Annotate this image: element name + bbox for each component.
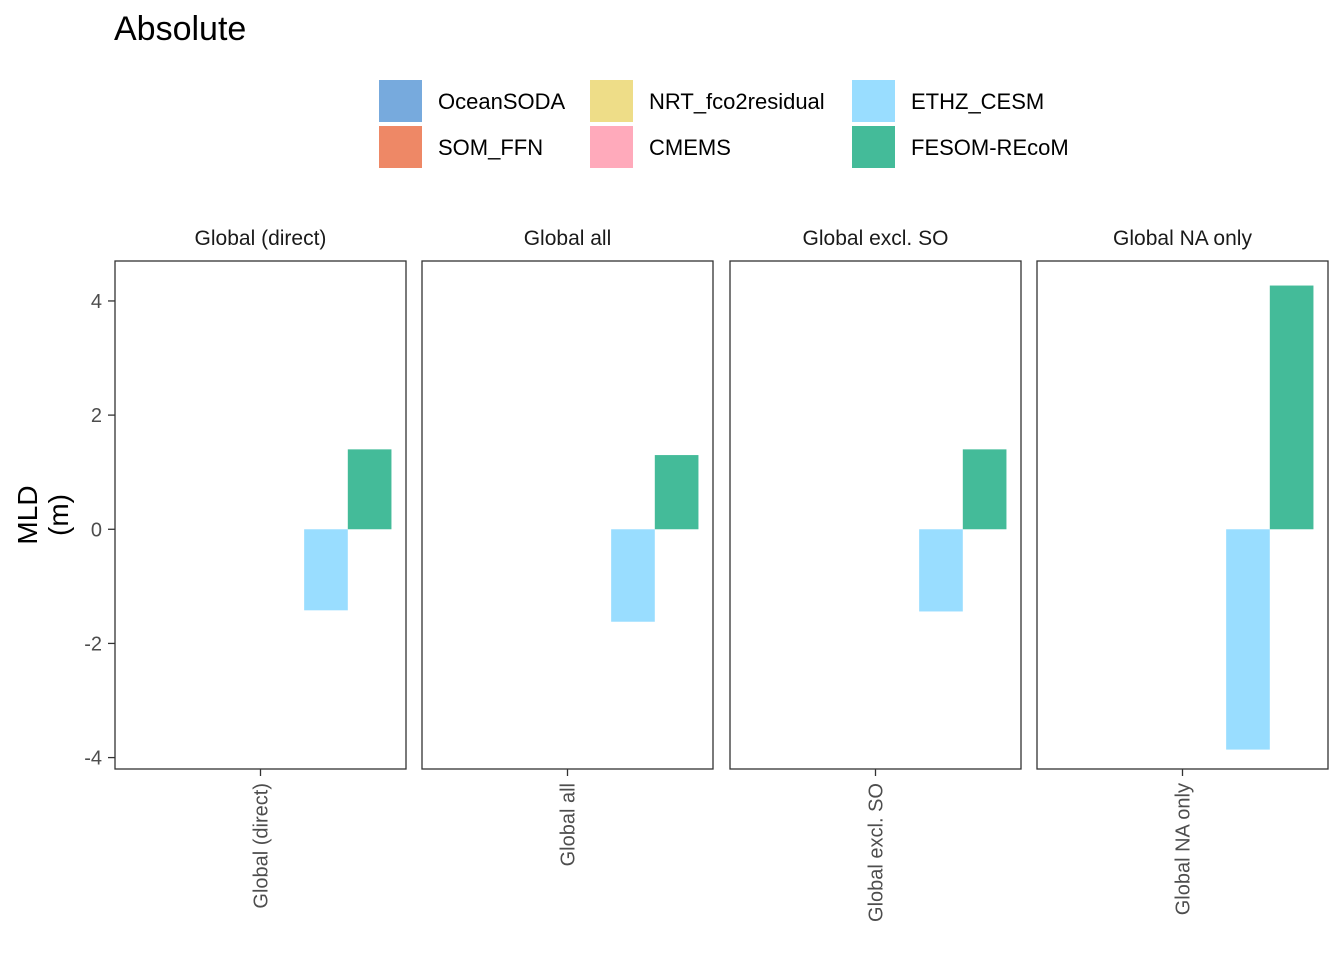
facet-Global (direct): Global (direct) Global (direct): [114, 227, 407, 909]
legend-key-NRT_fco2residual: [590, 80, 633, 122]
legend-key-OceanSODA: [379, 80, 422, 122]
legend-key-SOM_FFN: [379, 126, 422, 168]
bar-FESOM-REcoM: [962, 449, 1007, 530]
bar-FESOM-REcoM: [347, 449, 392, 530]
facet-panels: Global (direct) Global (direct) Global all…: [114, 227, 1329, 922]
y-axis: -4 -2 0 2 4: [84, 291, 115, 770]
facet-strip-label: Global all: [524, 227, 612, 250]
y-axis-title-line2: (m): [43, 494, 74, 536]
facet-Global excl. SO: Global excl. SO Global excl. SO: [729, 227, 1022, 922]
facet-Global all: Global all Global all: [421, 227, 714, 866]
x-tick-label: Global (direct): [251, 783, 273, 909]
x-tick-label: Global NA only: [1173, 783, 1195, 915]
y-axis-title-line1: MLD: [12, 485, 43, 544]
legend-key-FESOM-REcoM: [852, 126, 895, 168]
y-tick-label: 2: [91, 405, 102, 427]
bar-ETHZ_CESM: [611, 529, 655, 622]
legend-label-OceanSODA: OceanSODA: [438, 89, 565, 114]
y-tick-label: -4: [84, 748, 102, 770]
bar-ETHZ_CESM: [1226, 529, 1270, 750]
legend-label-ETHZ_CESM: ETHZ_CESM: [911, 89, 1044, 114]
legend-key-ETHZ_CESM: [852, 80, 895, 122]
legend-label-NRT_fco2residual: NRT_fco2residual: [649, 89, 825, 114]
facet-strip-label: Global excl. SO: [803, 227, 949, 250]
legend-label-SOM_FFN: SOM_FFN: [438, 135, 543, 160]
legend-label-CMEMS: CMEMS: [649, 135, 731, 160]
y-axis-title: MLD (m): [12, 485, 74, 544]
chart-title: Absolute: [114, 10, 246, 48]
y-tick-label: 0: [91, 519, 102, 541]
bar-FESOM-REcoM: [654, 455, 699, 530]
x-tick-label: Global all: [558, 783, 580, 866]
facet-strip-label: Global NA only: [1113, 227, 1252, 250]
legend-label-FESOM-REcoM: FESOM-REcoM: [911, 135, 1069, 160]
y-tick-label: 4: [91, 291, 102, 313]
legend: OceanSODA SOM_FFN NRT_fco2residual CMEMS ETH…: [379, 80, 1069, 168]
facet-Global NA only: Global NA only Global NA only: [1036, 227, 1329, 915]
y-tick-label: -2: [84, 633, 102, 655]
bar-ETHZ_CESM: [304, 529, 348, 611]
facet-strip-label: Global (direct): [195, 227, 327, 250]
x-tick-label: Global excl. SO: [866, 783, 888, 922]
bar-ETHZ_CESM: [919, 529, 963, 612]
legend-key-CMEMS: [590, 126, 633, 168]
bar-FESOM-REcoM: [1269, 285, 1314, 530]
